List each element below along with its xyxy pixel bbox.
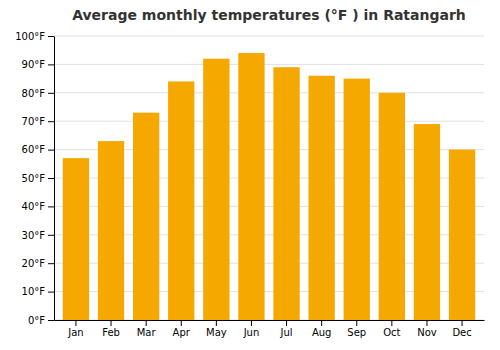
y-tick: 20°F: [22, 258, 54, 269]
y-tick-mark: [48, 36, 54, 37]
x-tick-mark: [426, 320, 427, 326]
x-tick-label: May: [206, 327, 227, 338]
bar: [344, 79, 370, 320]
x-tick: Mar: [137, 320, 157, 338]
y-tick: 0°F: [28, 315, 54, 326]
bar: [63, 158, 89, 320]
y-tick: 50°F: [22, 173, 54, 184]
x-tick: May: [206, 320, 227, 338]
title: Average monthly temperatures (°F ) in Ra…: [72, 7, 466, 23]
bar: [308, 76, 334, 320]
y-tick-label: 30°F: [22, 230, 46, 241]
chart: 0°F 10°F 20°F 30°F 40°F 50°F 60°F 70°F 80°F 90°F 1…: [0, 0, 500, 350]
y-axis-line: [54, 37, 55, 321]
x-tick-label: Nov: [417, 327, 437, 338]
grid-line: [54, 121, 484, 122]
y-tick-mark: [48, 263, 54, 264]
x-tick-mark: [251, 320, 252, 326]
y-tick-mark: [48, 235, 54, 236]
x-tick-mark: [216, 320, 217, 326]
x-tick: Feb: [102, 320, 120, 338]
grid-line: [54, 64, 484, 65]
bar: [133, 113, 159, 320]
x-tick: Jan: [67, 320, 83, 338]
bar: [379, 93, 405, 320]
y-tick-label: 70°F: [22, 116, 46, 127]
y-tick: 40°F: [22, 201, 54, 212]
x-tick-mark: [462, 320, 463, 326]
y-tick-label: 10°F: [22, 286, 46, 297]
bar: [238, 53, 264, 320]
bar: [168, 81, 194, 320]
bars: [63, 53, 475, 320]
y-tick-mark: [48, 320, 54, 321]
y-tick-mark: [48, 206, 54, 207]
x-tick-label: Mar: [137, 327, 157, 338]
y-tick-mark: [48, 121, 54, 122]
y-tick-mark: [48, 150, 54, 151]
x-tick-mark: [146, 320, 147, 326]
x-tick-label: Jul: [280, 327, 293, 338]
x-axis: Jan Feb Mar Apr May Jun Jul Aug Sep Oct Nov Dec: [55, 320, 485, 338]
x-tick: Oct: [383, 320, 400, 338]
y-tick-mark: [48, 93, 54, 94]
x-tick-label: Feb: [102, 327, 120, 338]
grid-line: [54, 92, 484, 93]
x-tick: Dec: [452, 320, 471, 338]
y-tick-mark: [48, 178, 54, 179]
y-tick-label: 20°F: [22, 258, 46, 269]
y-tick: 100°F: [15, 31, 54, 42]
x-tick: Apr: [173, 320, 191, 338]
x-tick-label: Aug: [312, 327, 332, 338]
x-tick-mark: [356, 320, 357, 326]
bar: [273, 67, 299, 320]
chart-container: 0°F 10°F 20°F 30°F 40°F 50°F 60°F 70°F 80°F 90°F 1…: [0, 0, 500, 350]
y-tick-label: 50°F: [22, 173, 46, 184]
x-tick-mark: [321, 320, 322, 326]
y-tick: 90°F: [22, 59, 54, 70]
x-tick-mark: [75, 320, 76, 326]
y-tick: 80°F: [22, 88, 54, 99]
y-axis: 0°F 10°F 20°F 30°F 40°F 50°F 60°F 70°F 80°F 90°F 1…: [15, 31, 54, 326]
grid-line: [54, 36, 484, 37]
x-tick-mark: [391, 320, 392, 326]
y-tick-mark: [48, 292, 54, 293]
bar: [203, 59, 229, 320]
bar: [414, 124, 440, 320]
y-tick: 70°F: [22, 116, 54, 127]
bar: [98, 141, 124, 320]
y-tick: 30°F: [22, 230, 54, 241]
y-tick-label: 0°F: [28, 315, 45, 326]
y-tick-label: 60°F: [22, 144, 46, 155]
x-tick: Jul: [280, 320, 293, 338]
x-tick-mark: [181, 320, 182, 326]
y-tick-label: 90°F: [22, 59, 46, 70]
x-tick-label: Jan: [67, 327, 83, 338]
y-tick: 10°F: [22, 286, 54, 297]
bar: [449, 150, 475, 320]
y-tick-label: 80°F: [22, 88, 46, 99]
x-tick-label: Sep: [347, 327, 366, 338]
x-tick-mark: [111, 320, 112, 326]
x-tick-label: Oct: [383, 327, 400, 338]
y-tick: 60°F: [22, 144, 54, 155]
grid: [54, 36, 484, 320]
y-tick-label: 100°F: [15, 31, 45, 42]
x-tick: Aug: [312, 320, 332, 338]
x-tick-label: Dec: [452, 327, 471, 338]
y-tick-label: 40°F: [22, 201, 46, 212]
x-tick-mark: [286, 320, 287, 326]
x-tick: Nov: [417, 320, 437, 338]
x-tick-label: Apr: [173, 327, 191, 338]
x-axis-line: [55, 320, 485, 321]
x-tick: Jun: [243, 320, 260, 338]
x-tick-label: Jun: [243, 327, 260, 338]
x-tick: Sep: [347, 320, 366, 338]
y-tick-mark: [48, 64, 54, 65]
